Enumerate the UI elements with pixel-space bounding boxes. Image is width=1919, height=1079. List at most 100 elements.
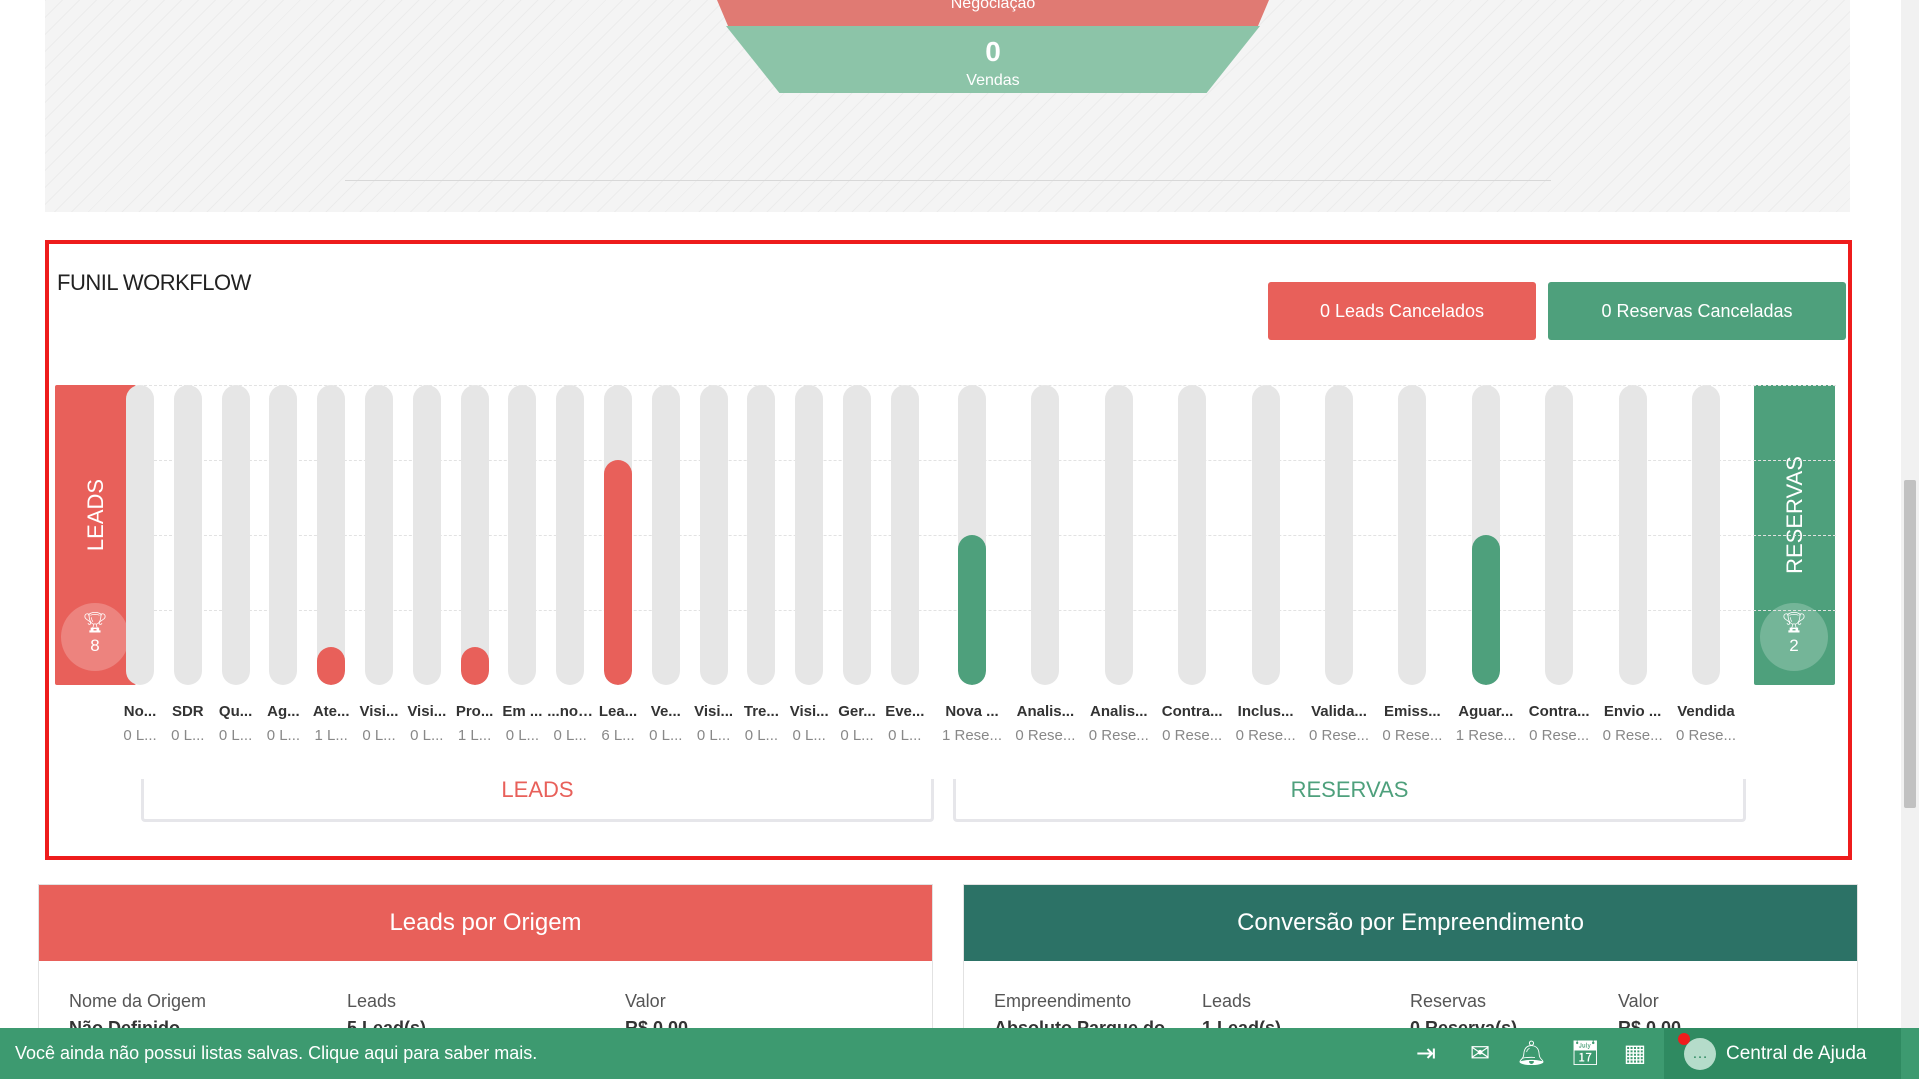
stage-count-label: 0 Rese... [1602,727,1663,744]
page-scrollbar[interactable] [1901,0,1919,1028]
calendar-icon[interactable]: 📅︎ [1570,1040,1601,1067]
reservations-trophy-badge: 🏆︎ 2 [1760,603,1828,671]
stage-name-label: Valida... [1311,703,1367,720]
stage-count-label: 0 L... [410,727,444,744]
funnel-stage-negotiation[interactable]: Negociação [717,0,1269,26]
stage-name-label: Em ... [502,703,543,720]
stage-bar-track[interactable] [1031,385,1060,685]
bell-icon[interactable]: 🔔︎ [1516,1040,1547,1067]
stage-count-label: 0 L... [218,727,253,744]
conversion-by-development-title: Conversão por Empreendimento [964,885,1857,961]
collapse-arrow-icon[interactable]: ⇥ [1415,1040,1437,1067]
chart-gridline [144,535,1836,536]
stage-bar-track[interactable] [1692,385,1720,685]
stage-name-label: Visi... [407,703,447,720]
help-center-label: Central de Ajuda [1726,1043,1867,1064]
stage-count-label: 0 Rese... [1529,727,1590,744]
stage-bar-track[interactable] [1104,385,1133,685]
stage-bar-track[interactable] [795,385,824,685]
scrollbar-thumb[interactable] [1904,480,1916,808]
stage-name-label: Tre... [743,703,779,720]
stage-bar-fill [1471,535,1500,685]
stage-bar-track[interactable] [747,385,776,685]
stage-count-label: 0 Rese... [1235,727,1296,744]
funil-workflow-panel: FUNIL WORKFLOW 0 Leads Cancelados 0 Rese… [45,240,1852,860]
chart-gridline [144,385,1836,386]
stage-bar-track[interactable] [958,385,986,685]
stage-bar-track[interactable] [556,385,585,685]
mail-star-icon[interactable]: ✉ [1469,1040,1491,1067]
saved-lists-message[interactable]: Você ainda não possui listas salvas. Cli… [15,1043,538,1063]
stage-count-label: 0 Rese... [1015,727,1076,744]
stage-bar-track[interactable] [126,385,154,685]
stage-count-label: 6 L... [601,727,635,744]
stage-bar-track[interactable] [365,385,393,685]
column-header-origin: Nome da Origem [69,991,207,1011]
stage-bar-track[interactable] [843,385,871,685]
stage-bar-track[interactable] [699,385,728,685]
stage-name-label: Analis... [1090,703,1148,720]
stage-count-label: 0 L... [505,727,540,744]
stage-bar-track[interactable] [412,385,441,685]
stage-count-label: 0 Rese... [1308,727,1370,744]
stage-bar-track[interactable] [604,385,632,685]
stage-bar-track[interactable] [508,385,537,685]
stage-name-label: ...nov... [547,703,594,720]
stage-count-label: 0 L... [888,727,922,744]
funnel-negotiation-label: Negociação [950,0,1036,12]
stage-count-label: 1 L... [314,727,348,744]
stage-name-label: Visi... [694,703,734,720]
column-header-leads: Leads [347,991,397,1011]
stage-name-label: Pro... [455,703,494,720]
leads-group-bracket: LEADS [141,777,934,822]
stage-bar-track[interactable] [1398,385,1427,685]
column-header-development: Empreendimento [994,991,1132,1011]
cancelled-reservations-button[interactable]: 0 Reservas Canceladas [1548,282,1846,340]
stage-bar-track[interactable] [1325,385,1353,685]
stage-count-label: 0 L... [696,727,731,744]
stage-bar-fill [958,535,986,685]
column-header-reservations: Reservas [1410,991,1487,1011]
stage-bar-track[interactable] [651,385,680,685]
stage-count-label: 0 L... [840,727,874,744]
column-header-leads: Leads [1202,991,1252,1011]
calculator-icon[interactable]: ▦ [1623,1040,1647,1067]
stage-bar-track[interactable] [269,385,298,685]
stage-bar-track[interactable] [460,385,489,685]
stage-name-label: Visi... [789,703,829,720]
stage-bar-track[interactable] [1618,385,1647,685]
leads-by-origin-title: Leads por Origem [39,885,932,961]
help-center-button[interactable]: … Central de Ajuda [1664,1028,1901,1079]
stage-name-label: Ate... [312,703,350,720]
stage-count-label: 1 L... [457,727,492,744]
stage-name-label: No... [123,703,157,720]
stage-name-label: Visi... [359,703,399,720]
stage-bar-track[interactable] [1178,385,1207,685]
stage-count-label: 0 L... [553,727,587,744]
stage-count-label: 0 L... [171,727,205,744]
leads-total-box[interactable]: LEADS 🏆︎ 8 [55,385,136,685]
stage-bar-track[interactable] [317,385,346,685]
leads-group-label: LEADS [501,777,574,802]
leads-trophy-badge: 🏆︎ 8 [61,603,129,671]
column-header-value: Valor [625,991,666,1011]
funnel-stage-sales[interactable]: 0 Vendas [726,26,1260,93]
stage-name-label: Ve... [650,703,681,720]
stage-bar-track[interactable] [173,385,202,685]
stage-bar-track[interactable] [1545,385,1574,685]
stage-count-label: 0 Rese... [1382,727,1443,744]
stage-bar-track[interactable] [1471,385,1500,685]
stage-bar-fill [460,647,489,685]
chart-gridline [144,610,1836,611]
stage-name-label: Nova ... [945,703,999,720]
column-header-value: Valor [1618,991,1659,1011]
stage-name-label: Eve... [885,703,925,720]
stage-bar-track[interactable] [890,385,919,685]
cancelled-leads-button[interactable]: 0 Leads Cancelados [1268,282,1536,340]
trophy-icon: 🏆︎ [82,612,108,634]
stage-bar-fill [604,460,632,685]
funnel-summary-panel: Negociação 0 Vendas [45,0,1850,212]
stage-name-label: Lea... [598,703,638,720]
stage-bar-track[interactable] [1251,385,1280,685]
stage-bar-track[interactable] [221,385,250,685]
